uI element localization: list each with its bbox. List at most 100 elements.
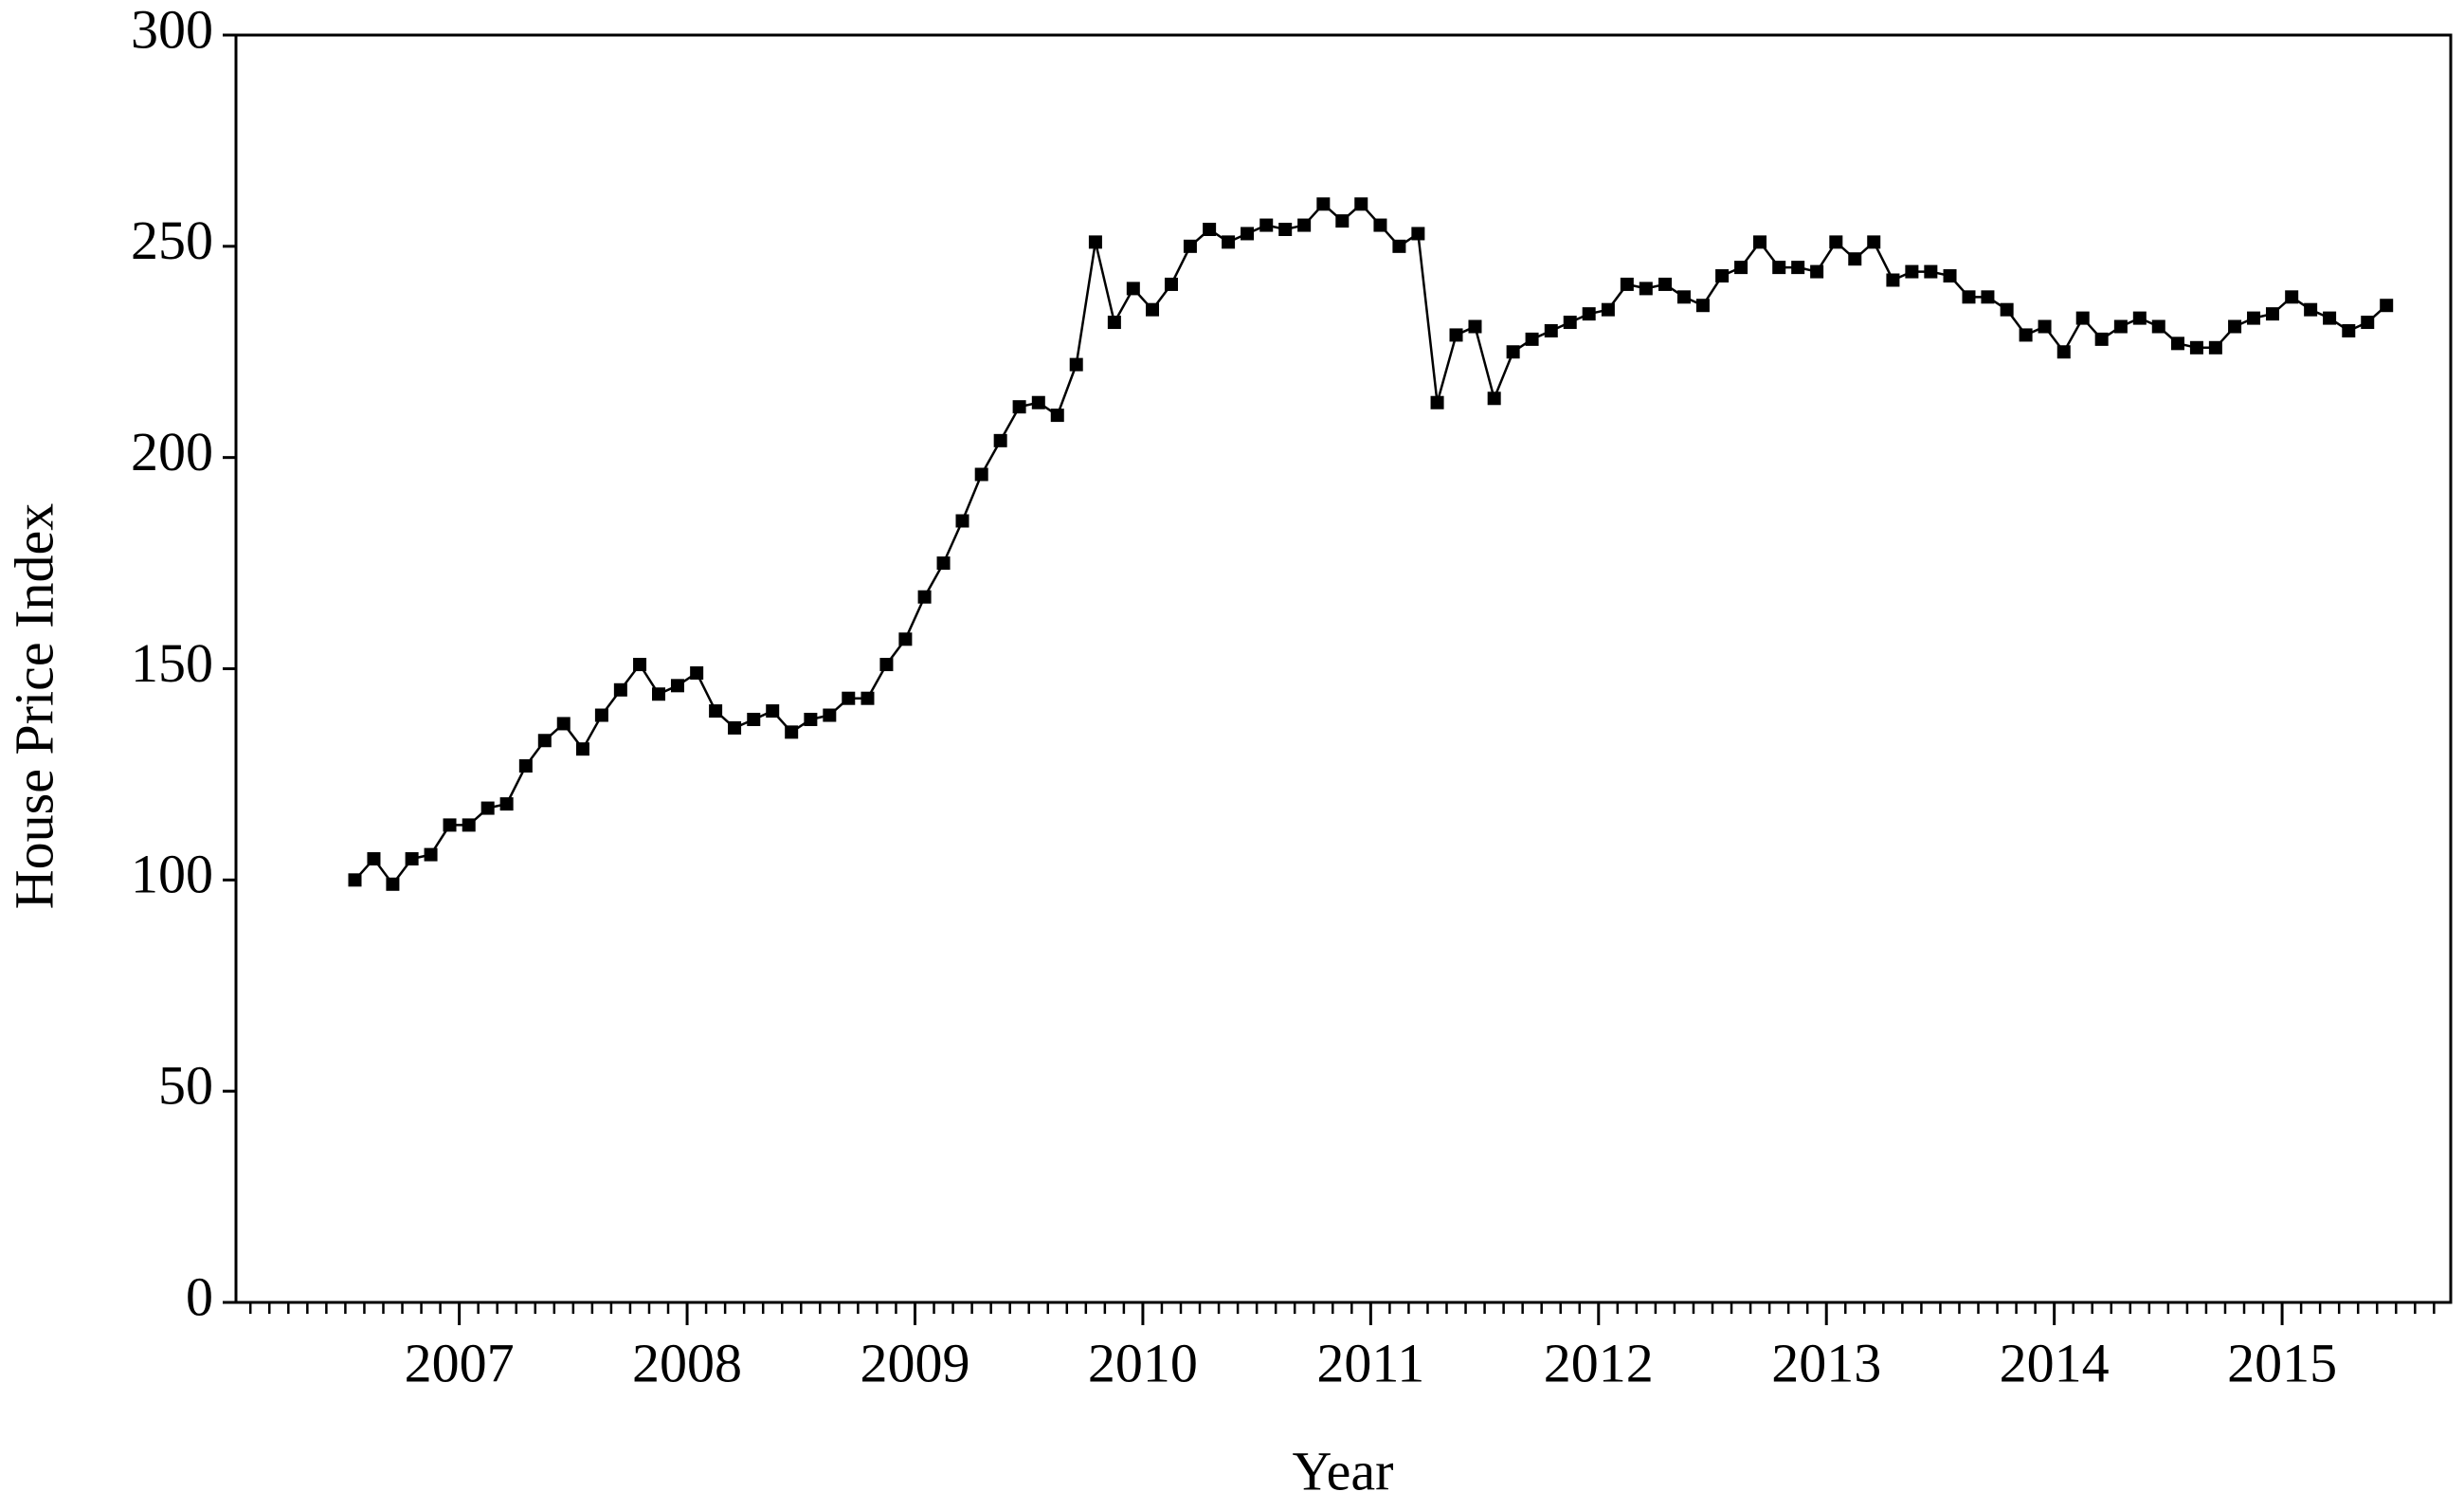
marker — [1715, 269, 1730, 283]
marker — [348, 873, 362, 887]
marker — [2151, 319, 2165, 334]
marker — [1563, 316, 1577, 330]
marker — [2019, 328, 2033, 342]
marker — [480, 801, 495, 815]
marker — [1867, 235, 1881, 249]
marker — [2247, 311, 2261, 325]
marker — [747, 712, 761, 726]
marker — [405, 852, 419, 866]
y-tick-label: 200 — [131, 421, 213, 482]
marker — [2094, 332, 2109, 346]
marker — [1335, 214, 1350, 228]
marker — [823, 708, 837, 722]
marker — [1164, 277, 1178, 291]
marker — [1658, 277, 1672, 291]
marker — [424, 847, 438, 862]
marker — [1639, 282, 1653, 296]
marker — [670, 679, 684, 693]
marker — [1222, 235, 1236, 249]
marker — [1259, 218, 1274, 232]
marker — [1203, 223, 1217, 237]
marker — [1146, 302, 1160, 317]
marker — [2304, 302, 2318, 317]
marker — [1050, 409, 1064, 423]
marker — [1487, 391, 1501, 406]
marker — [1449, 328, 1463, 342]
marker — [2132, 311, 2147, 325]
marker — [1183, 239, 1197, 253]
marker — [936, 556, 951, 571]
marker — [1905, 264, 1919, 279]
marker — [2380, 299, 2394, 313]
x-tick-label: 2007 — [405, 1332, 515, 1393]
marker — [1506, 345, 1520, 359]
x-tick-label: 2012 — [1544, 1332, 1654, 1393]
marker — [1829, 235, 1843, 249]
marker — [1373, 218, 1387, 232]
marker — [367, 852, 381, 866]
marker — [1430, 395, 1444, 409]
marker — [1676, 290, 1691, 304]
marker — [537, 734, 552, 748]
marker — [1544, 323, 1558, 337]
marker — [1962, 290, 1976, 304]
marker — [1791, 261, 1805, 275]
marker — [2000, 302, 2014, 317]
marker — [1241, 227, 1255, 241]
marker — [518, 759, 533, 773]
marker — [974, 467, 988, 482]
marker — [2285, 290, 2299, 304]
marker — [2038, 319, 2052, 334]
marker — [861, 691, 875, 705]
marker — [2075, 311, 2090, 325]
marker — [652, 687, 666, 701]
marker — [1031, 395, 1045, 409]
marker — [633, 658, 647, 672]
marker — [1772, 261, 1786, 275]
y-tick-label: 250 — [131, 209, 213, 271]
marker — [1601, 302, 1615, 317]
marker — [594, 708, 608, 722]
marker — [804, 712, 818, 726]
marker — [2170, 337, 2184, 351]
x-tick-label: 2015 — [2227, 1332, 2337, 1393]
y-tick-label: 150 — [131, 632, 213, 694]
marker — [1316, 197, 1331, 211]
marker — [2208, 340, 2222, 355]
marker — [898, 632, 913, 646]
y-tick-label: 0 — [186, 1265, 213, 1327]
marker — [2113, 319, 2128, 334]
marker — [842, 691, 856, 705]
marker — [1943, 269, 1957, 283]
marker — [2056, 345, 2071, 359]
marker — [556, 717, 571, 731]
marker — [1525, 332, 1539, 346]
marker — [690, 665, 704, 680]
marker — [1848, 252, 1862, 266]
marker — [1810, 264, 1824, 279]
marker — [1278, 223, 1293, 237]
x-tick-label: 2009 — [860, 1332, 969, 1393]
marker — [386, 877, 400, 891]
x-axis-label: Year — [1293, 1440, 1394, 1501]
marker — [709, 704, 723, 719]
marker — [1981, 290, 1995, 304]
series-line — [353, 202, 2388, 886]
marker — [613, 682, 627, 697]
marker — [575, 742, 589, 756]
marker — [499, 797, 514, 811]
marker — [1411, 227, 1425, 241]
marker — [1582, 307, 1596, 321]
marker — [879, 658, 894, 672]
marker — [955, 514, 969, 528]
marker — [443, 818, 457, 832]
marker — [1069, 357, 1083, 372]
marker — [1392, 239, 1406, 253]
marker — [1695, 299, 1710, 313]
marker — [462, 818, 476, 832]
x-tick-label: 2010 — [1088, 1332, 1198, 1393]
marker — [2342, 323, 2356, 337]
x-tick-label: 2011 — [1316, 1332, 1424, 1393]
marker — [766, 704, 780, 719]
